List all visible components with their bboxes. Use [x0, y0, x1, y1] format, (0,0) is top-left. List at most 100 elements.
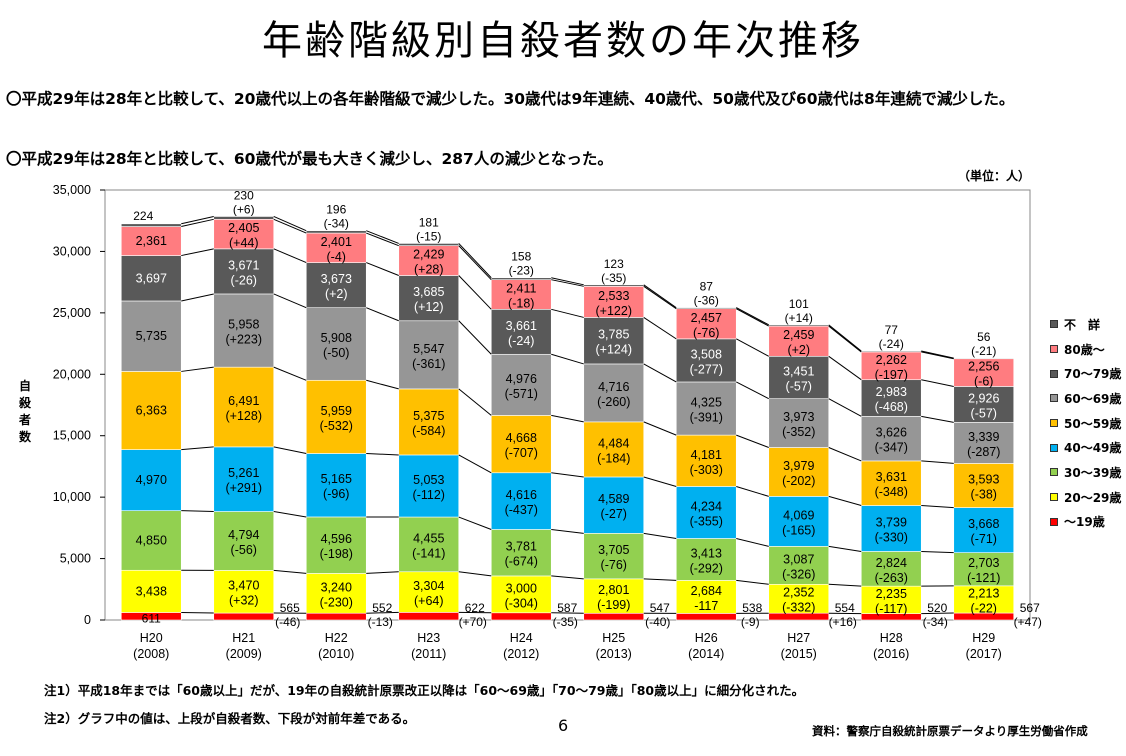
connector-line: [643, 363, 677, 383]
connector-line: [736, 579, 769, 585]
data-label-under19: 552: [372, 601, 392, 615]
page-title: 年齢階級別自殺者数の年次推移: [262, 18, 864, 64]
bar-segment-s80-H25: [583, 286, 645, 318]
chart-legend: 不 詳 80歳～ 70～79歳 60～69歳 50～59歳 40～49歳 30～39歳 20～…: [1050, 312, 1121, 534]
data-label-s70: 3,671: [228, 258, 259, 272]
connector-line: [643, 285, 677, 310]
x-tick-label-year: (2013): [596, 647, 632, 661]
connector-line: [458, 516, 492, 530]
diff-label-under19: (-34): [923, 615, 948, 629]
diff-label-s60: (+223): [226, 333, 262, 347]
bar-segment-s70-H20: [120, 255, 182, 302]
bar-segment-s40-H24: [490, 472, 552, 530]
x-tick-label-year: (2015): [781, 647, 817, 661]
diff-label-s70: (-24): [508, 334, 534, 348]
connector-line: [181, 215, 214, 225]
diff-label-unknown: (-24): [879, 337, 904, 351]
data-label-s30: 4,596: [321, 532, 352, 546]
data-label-s50: 5,959: [321, 404, 352, 418]
stacked-bar-chart: 0 5,000 10,000 15,000 20,000 25,000 30,000 35,0…: [53, 183, 1042, 661]
diff-label-s30: (-326): [782, 567, 815, 581]
data-label-s70: 3,508: [691, 347, 722, 361]
bar-segment-s70-H24: [490, 309, 552, 355]
legend-item-s80: 80歳～: [1050, 337, 1121, 362]
bar-segment-s60-H21: [213, 293, 275, 368]
diff-label-s50: (-707): [505, 446, 538, 460]
data-label-unknown: 224: [133, 209, 153, 223]
diff-label-unknown: (-36): [694, 294, 719, 308]
data-label-under19: 538: [742, 601, 762, 615]
x-tick-label: H27: [787, 631, 810, 645]
data-label-s40: 5,053: [413, 473, 444, 487]
connector-line: [921, 460, 954, 464]
diff-label-s70: (+2): [325, 287, 348, 301]
bar-segment-s70-H29: [953, 386, 1015, 423]
bar-segment-s30-H26: [675, 538, 737, 581]
connector-line: [828, 447, 862, 462]
data-label-s20: 2,684: [691, 584, 722, 598]
data-label-s20: 3,470: [228, 579, 259, 593]
data-label-s50: 3,979: [783, 459, 814, 473]
connector-line: [736, 308, 769, 327]
data-label-s70: 3,673: [321, 272, 352, 286]
connector-line: [643, 532, 677, 539]
connector-line: [551, 472, 584, 478]
connector-line: [458, 388, 492, 416]
data-label-s70: 3,661: [506, 319, 537, 333]
data-label-under19: 567: [1020, 601, 1040, 615]
bar-segment-s30-H21: [213, 511, 275, 571]
diff-label-s20: (-22): [971, 601, 997, 615]
unit-label: （単位：人）: [958, 169, 1031, 183]
data-label-s50: 4,484: [598, 436, 629, 450]
bar-segment-under19-H23: [398, 612, 460, 621]
bar-segment-s80-H29: [953, 358, 1015, 387]
data-label-s70: 2,983: [876, 385, 907, 399]
data-label-s80: 2,405: [228, 221, 259, 235]
bar-segment-s30-H23: [398, 516, 460, 573]
connector-line: [458, 275, 492, 310]
diff-label-unknown: (-23): [509, 264, 534, 278]
connector-line: [273, 248, 307, 264]
bar-segment-s50-H29: [953, 463, 1015, 508]
data-label-s70: 3,685: [413, 285, 444, 299]
x-tick-label: H25: [602, 631, 625, 645]
summary-bullet-2: 〇平成29年は28年と比較して、60歳代が最も大きく減少し、287人の減少となっ…: [6, 150, 613, 168]
diff-label-s50: (-303): [690, 463, 723, 477]
data-label-s80: 2,256: [968, 360, 999, 374]
diff-label-s60: (-260): [597, 395, 630, 409]
bar-segment-s20-H23: [398, 571, 460, 613]
data-label-s50: 4,181: [691, 448, 722, 462]
data-label-unknown: 181: [419, 215, 439, 229]
bar-segment-unknown-H20: [120, 223, 182, 227]
y-tick-label: 0: [84, 613, 91, 627]
bar-segment-s20-H27: [768, 583, 830, 614]
diff-label-s40: (-437): [505, 503, 538, 517]
connector-line: [828, 495, 862, 507]
connector-line: [458, 454, 492, 474]
bar-segment-s40-H21: [213, 446, 275, 512]
data-label-s80: 2,361: [136, 234, 167, 248]
connector-line: [643, 421, 677, 436]
data-label-s80: 2,457: [691, 311, 722, 325]
bar-segment-s50-H27: [768, 447, 830, 497]
diff-label-s30: (-263): [875, 571, 908, 585]
legend-swatch-s20: [1050, 493, 1058, 502]
legend-swatch-s80: [1050, 345, 1058, 354]
bar-segment-s60-H25: [583, 363, 645, 423]
data-label-unknown: 196: [326, 203, 346, 217]
diff-label-s20: (+64): [414, 594, 444, 608]
diff-label-s80: (+28): [414, 263, 444, 277]
data-label-s60: 4,325: [691, 396, 722, 410]
diff-label-under19: (-13): [368, 615, 393, 629]
footnote-2: 注2）グラフ中の値は、上段が自殺者数、下段が対前年差である。: [44, 711, 416, 726]
diff-label-s40: (-27): [601, 507, 627, 521]
bar-segment-s60-H29: [953, 422, 1015, 464]
bar-segment-s80-H26: [675, 308, 737, 340]
data-label-unknown: 158: [511, 250, 531, 264]
data-label-s60: 3,339: [968, 430, 999, 444]
connector-line: [921, 550, 954, 554]
bar-segment-s50-H21: [213, 366, 275, 448]
data-label-s30: 3,413: [691, 546, 722, 560]
connector-line: [181, 248, 214, 257]
diff-label-s70: (-57): [971, 406, 997, 420]
